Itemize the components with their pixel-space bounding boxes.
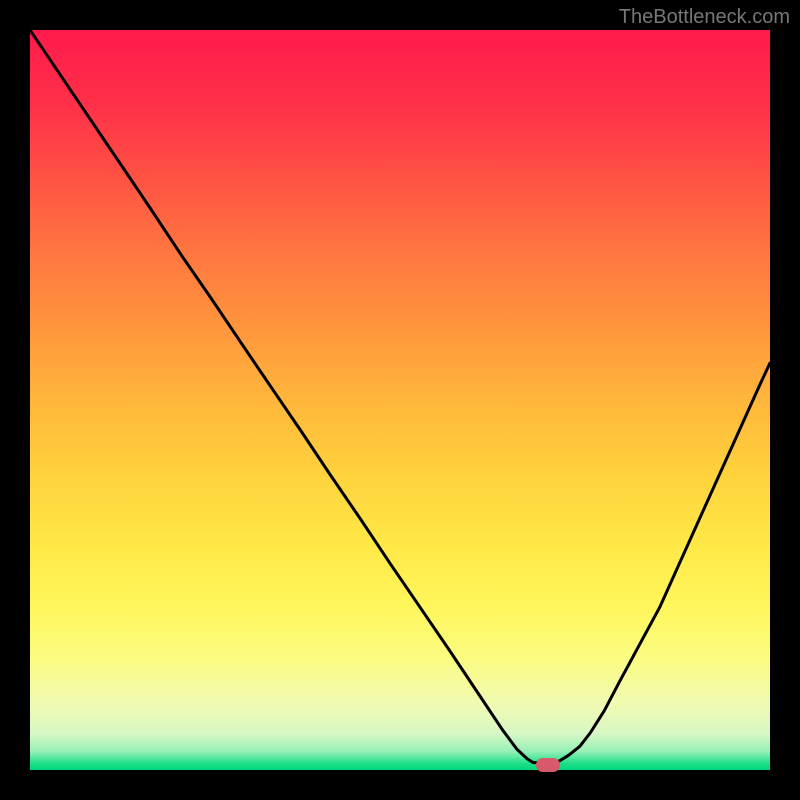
watermark-text: TheBottleneck.com [619,6,790,29]
chart-background-gradient [30,30,770,770]
chart-minimum-marker [536,758,560,772]
chart-plot-area [30,30,770,770]
chart-svg [30,30,770,770]
